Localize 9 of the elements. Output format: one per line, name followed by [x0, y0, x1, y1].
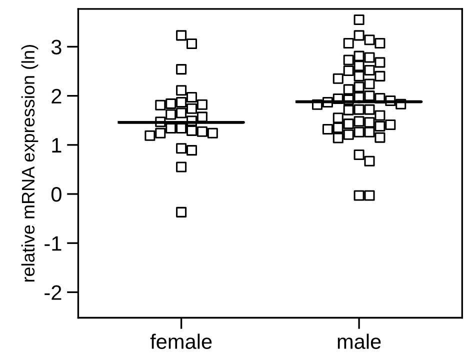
y-tick-label: -1 — [44, 236, 62, 251]
y-tick-label: 3 — [51, 40, 62, 54]
y-tick-label: 2 — [52, 88, 62, 104]
y-tick-label: 0 — [51, 187, 62, 202]
x-tick-label: male — [338, 334, 381, 350]
y-axis-title: relative mRNA expression (ln) — [21, 45, 38, 282]
y-tick-label: 1 — [52, 138, 62, 152]
y-tick-label: -2 — [44, 285, 62, 300]
x-tick-label: female — [150, 334, 212, 350]
